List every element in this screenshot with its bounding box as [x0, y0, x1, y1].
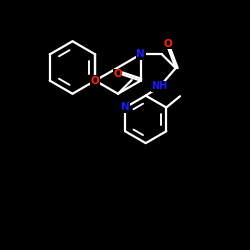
Text: N: N: [136, 50, 145, 59]
Text: O: O: [164, 39, 172, 49]
Text: N: N: [121, 102, 130, 113]
Text: O: O: [113, 69, 122, 80]
Text: O: O: [91, 76, 100, 86]
Text: NH: NH: [151, 81, 168, 91]
